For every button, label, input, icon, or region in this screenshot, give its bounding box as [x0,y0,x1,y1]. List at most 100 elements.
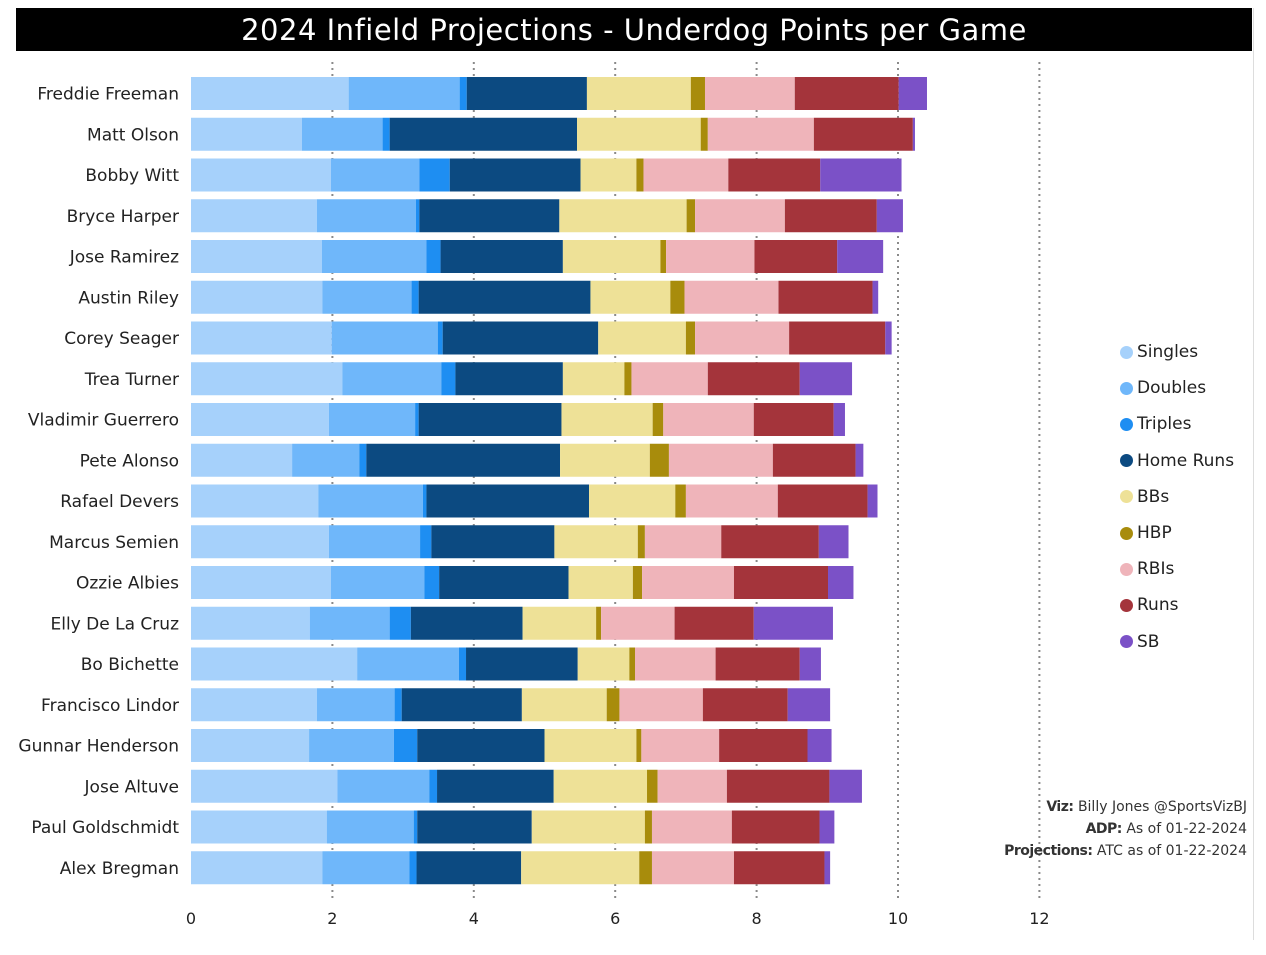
bar-segment-bbs [598,321,686,355]
bar-row [191,240,884,273]
bar-segment-sb [867,484,878,518]
bar-segment-rbis [668,443,773,477]
bar-segment-sb [818,525,849,559]
bar-segment-runs [813,117,913,151]
bar-segment-hbp [624,362,632,396]
bar-segment-sb [855,443,864,477]
x-tick-label: 0 [186,909,196,928]
bar-segment-bbs [580,158,637,192]
bar-segment-doubles [309,729,394,762]
legend-label: Runs [1137,595,1179,616]
bar-segment-runs [794,77,899,110]
bar-segment-runs [674,606,754,640]
bar-segment-sb [819,810,835,844]
bar-segment-singles [191,443,293,477]
bar-segment-doubles [330,566,425,599]
bar-segment-singles [191,810,327,844]
bar-segment-rbis [619,688,703,722]
bar-segment-doubles [309,606,390,640]
bar-segment-triples [441,362,456,396]
bar-segment-home-runs [449,158,581,192]
legend-swatch [1120,345,1133,359]
legend-swatch [1120,454,1133,468]
bar-segment-bbs [589,484,676,518]
bar-segment-triples [389,606,411,640]
frame-edge [1253,8,1254,940]
legend-item: SB [1120,624,1234,660]
bar-segment-runs [721,525,819,559]
bar-segment-triples [393,729,418,762]
bar-segment-bbs [562,362,625,396]
bar-segment-home-runs [366,443,561,477]
bar-row [191,566,854,599]
bar-segment-bbs [531,810,645,844]
legend-label: Home Runs [1137,450,1235,471]
category-label: Matt Olson [87,125,179,145]
bar-segment-triples [415,199,420,233]
bar-segment-home-runs [416,851,522,885]
bar-segment-sb [799,362,853,396]
bar-segment-triples [415,403,419,436]
bar-segment-home-runs [440,240,563,273]
bar-segment-home-runs [431,525,555,559]
x-tick-label: 10 [888,909,908,928]
credit-viz: Viz: Billy Jones @SportsVizBJ [1046,799,1247,815]
bar-segment-home-runs [466,647,578,681]
bar-segment-triples [424,566,440,599]
category-label: Austin Riley [78,288,179,308]
x-axis-ticks: 0 2 4 6 8 10 12 [186,909,1050,928]
bar-segment-singles [191,729,310,762]
bar-segment-home-runs [426,484,590,518]
bar-segment-triples [394,688,402,722]
bar-segment-singles [191,484,319,518]
category-label: Rafael Devers [60,492,179,512]
bar-segment-rbis [644,525,722,559]
category-label: Bryce Harper [67,207,179,227]
bar-segment-runs [719,729,808,762]
bar-segment-rbis [704,77,795,110]
bar-segment-bbs [554,525,638,559]
bar-segment-singles [191,240,322,273]
bar-segment-sb [898,77,927,110]
bar-segment-doubles [357,647,459,681]
bar-segment-rbis [631,362,708,396]
legend-item: Runs [1120,587,1234,623]
bar-segment-rbis [643,158,729,192]
category-label: Freddie Freeman [37,85,179,105]
bar-row [191,484,878,518]
bar-segment-sb [872,280,879,314]
bar-segment-home-runs [418,280,591,314]
bar-segment-runs [754,240,838,273]
bar-segment-runs [715,647,800,681]
bar-segment-singles [191,525,329,559]
bar-segment-sb [820,158,902,192]
bar-segment-hbp [660,240,667,273]
bar-row [191,851,831,885]
bar-segment-singles [191,158,331,192]
bar-segment-rbis [695,199,785,233]
bar-segment-doubles [322,280,412,314]
bar-segment-triples [411,280,419,314]
credits: Viz: Billy Jones @SportsVizBJ ADP: As of… [1004,796,1247,862]
bar-segment-triples [420,525,432,559]
bar-segment-home-runs [418,403,562,436]
bar-segment-runs [707,362,800,396]
bar-segment-doubles [330,158,420,192]
bar-segment-hbp [632,566,643,599]
bar-segment-rbis [634,647,716,681]
category-label: Elly De La Cruz [51,614,180,634]
bar-segment-doubles [321,240,427,273]
legend-item: HBP [1120,515,1234,551]
bar-segment-home-runs [389,117,578,151]
category-label: Jose Ramirez [69,248,179,268]
bar-segment-bbs [521,851,640,885]
category-labels: Freddie Freeman Matt Olson Bobby Witt Bryce… [18,85,179,879]
category-label: Pete Alonso [80,451,179,471]
bar-segment-rbis [684,280,779,314]
category-label: Jose Altuve [84,777,179,797]
category-label: Bobby Witt [85,166,179,186]
bar-segment-triples [429,769,438,803]
bar-segment-bbs [521,688,607,722]
bar-segment-rbis [641,729,720,762]
bar-segment-sb [828,566,854,599]
